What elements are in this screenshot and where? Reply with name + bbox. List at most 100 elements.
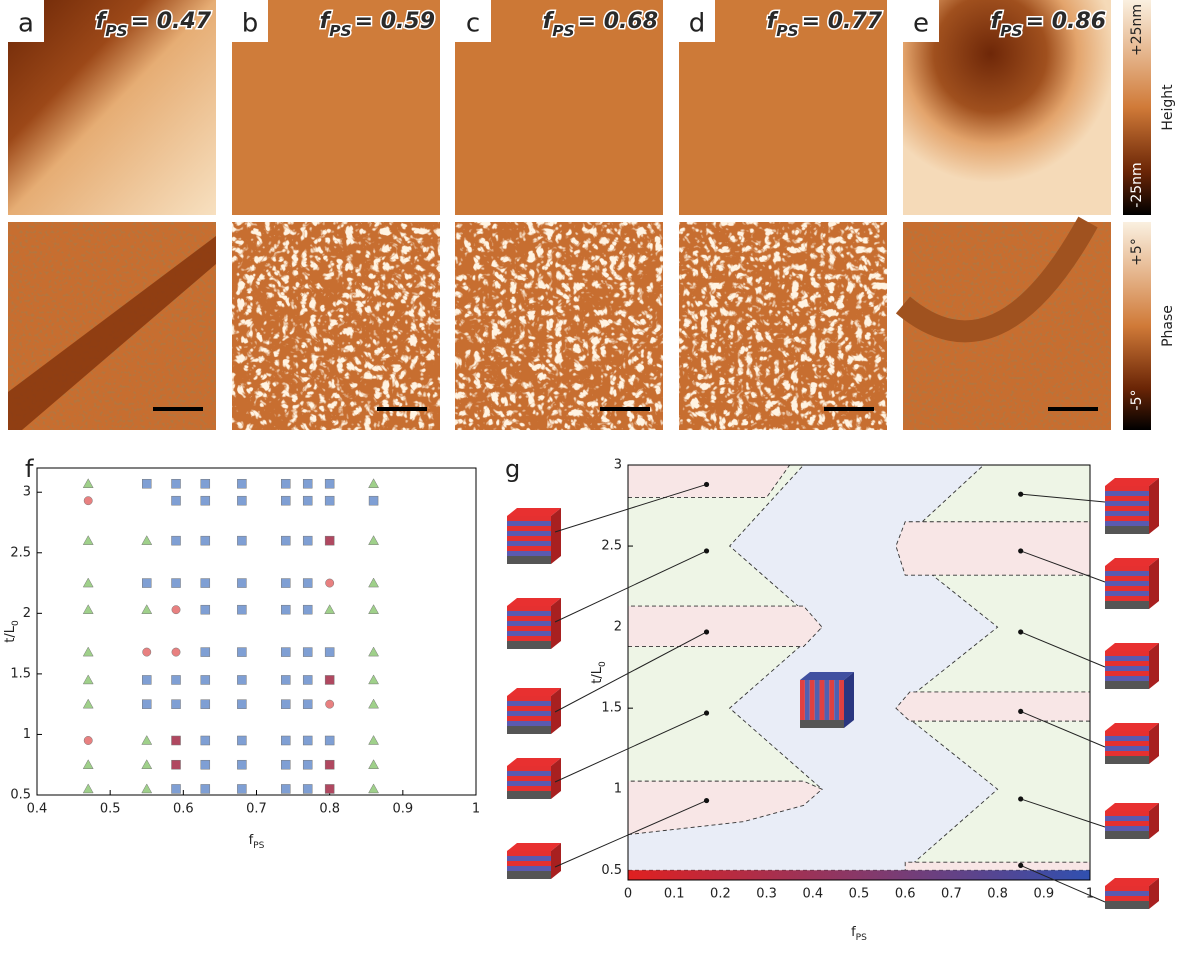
point [142, 647, 152, 657]
x-tick-label: 0.2 [710, 887, 731, 902]
x-tick-label: 0.6 [895, 887, 916, 902]
point [237, 495, 247, 506]
phase-region [904, 861, 1091, 871]
point [141, 604, 153, 614]
icon-layer [1105, 736, 1149, 741]
panel-letter: b [242, 9, 259, 39]
point [368, 495, 379, 506]
point [281, 478, 291, 489]
point [171, 535, 181, 546]
icon-layer [507, 606, 551, 611]
panel-letter: c [466, 9, 480, 39]
icon-side [1149, 803, 1159, 839]
y-axis-label-sub: 0 [598, 661, 608, 667]
phase-texture [232, 222, 440, 430]
point [302, 478, 313, 489]
point [200, 759, 211, 770]
x-tick-label: 0.8 [987, 887, 1008, 902]
icon-layer [507, 786, 551, 791]
point [281, 535, 291, 546]
letter-box [455, 0, 491, 42]
icon-layer [834, 680, 840, 720]
point [237, 604, 247, 615]
icon-layer [1105, 661, 1149, 666]
y-tick-label: 3 [614, 458, 622, 473]
icon-layer [800, 680, 805, 720]
fps-label: fPS = 0.86 [991, 9, 1106, 40]
icon-base [507, 871, 551, 879]
point [82, 604, 94, 614]
y-tick-label: 0.5 [601, 863, 622, 878]
x-tick-label: 0.3 [756, 887, 777, 902]
x-axis-label-symbol: f [851, 925, 856, 940]
point [200, 735, 211, 746]
panel-letter: g [505, 455, 520, 483]
icon-base [1105, 601, 1149, 609]
fps-label: fPS = 0.77 [767, 9, 883, 40]
point [142, 478, 152, 489]
point [82, 577, 94, 588]
icon-side [1149, 478, 1159, 534]
point [141, 734, 153, 745]
letter-box [903, 0, 939, 42]
point [281, 495, 291, 506]
x-tick-label: 0.1 [664, 887, 685, 902]
icon-layer [1105, 486, 1149, 491]
x-tick-label: 0.7 [941, 887, 962, 902]
icon-layer [507, 516, 551, 521]
phase-region [627, 605, 823, 648]
icon-layer [1105, 816, 1149, 821]
icon-layer [819, 680, 825, 720]
fps-label-sub: PS [552, 22, 574, 40]
point [368, 646, 379, 657]
y-tick-label: 0.5 [10, 788, 31, 803]
fps-label-sub: PS [1000, 22, 1022, 40]
phase-band [8, 236, 216, 430]
panel-letter: f [25, 455, 34, 483]
icon-side [551, 758, 561, 799]
x-tick-label: 0 [624, 887, 632, 902]
point [1018, 491, 1024, 497]
icon-side [551, 508, 561, 564]
icon-layer [1105, 511, 1149, 516]
icon-side [1149, 723, 1159, 764]
x-axis-label: fPS [249, 833, 265, 851]
point [302, 699, 313, 709]
icon-layer [507, 611, 551, 616]
icon-layer [839, 680, 844, 720]
x-tick-label: 0.6 [173, 802, 194, 817]
icon-side [1149, 643, 1159, 689]
fps-label-value: = 0.77 [802, 9, 883, 34]
composition-bar [628, 870, 1090, 880]
panel-letter: e [913, 9, 929, 39]
point [82, 759, 94, 769]
x-tick-label: 0.5 [849, 887, 870, 902]
leader [1020, 864, 1106, 903]
point [703, 481, 710, 488]
point [324, 647, 335, 657]
x-tick-label: 0.4 [802, 887, 823, 902]
point [200, 478, 211, 489]
colorbar [1123, 0, 1151, 215]
y-axis-label-symbol: t/L [3, 625, 18, 642]
icon-layer [507, 701, 551, 706]
icon-layer [1105, 591, 1149, 596]
point [281, 675, 291, 685]
icon-layer [507, 541, 551, 546]
icon-layer [1105, 886, 1149, 891]
point [703, 548, 710, 554]
colorbar-label: Height [1160, 84, 1176, 131]
fps-label-sub: PS [776, 22, 798, 40]
x-tick-label: 1 [1086, 887, 1094, 902]
icon-top [1105, 558, 1159, 566]
leader [554, 631, 707, 713]
icon-top [1105, 723, 1159, 731]
panel-letter: a [18, 9, 34, 39]
point [324, 535, 335, 546]
phase-region [627, 780, 823, 836]
y-tick-label: 2 [614, 620, 622, 635]
point [171, 784, 181, 794]
phase-region [895, 521, 1091, 576]
icon-layer [507, 771, 551, 776]
point [368, 783, 379, 794]
